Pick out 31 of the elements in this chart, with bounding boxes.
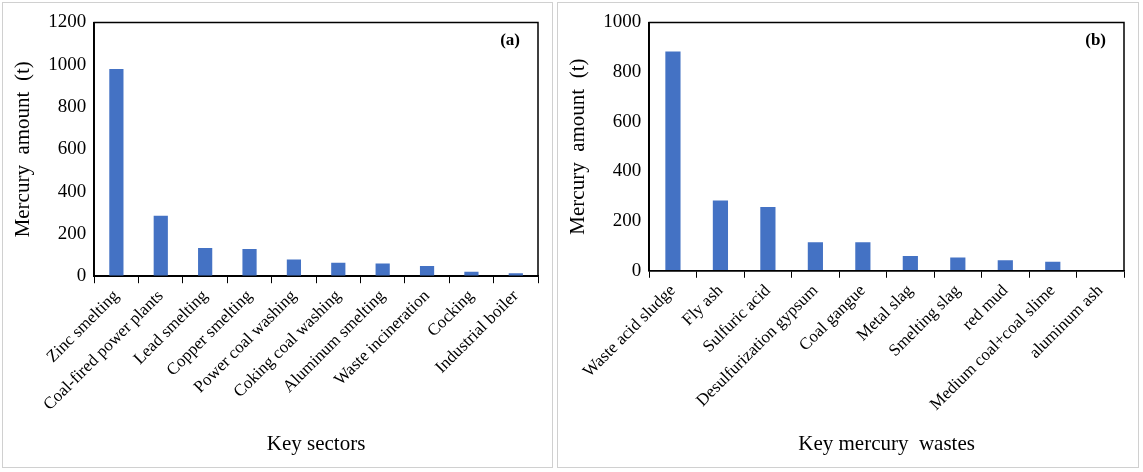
bar [198,248,213,277]
bar [153,215,168,277]
bar [807,242,823,271]
y-axis-title: Mercury amount (t) [565,58,590,235]
y-tick-label: 200 [612,209,642,231]
y-tick-label: 400 [57,179,87,201]
y-tick-label: 600 [612,109,642,131]
x-axis-title: Key sectors [266,430,366,455]
y-tick-label: 1200 [48,10,87,32]
bar [760,206,776,271]
y-tick-label: 1000 [603,10,642,32]
y-tick-label: 0 [76,264,87,286]
bar [242,248,257,277]
bar [712,200,729,271]
bar [950,257,966,271]
bar [997,260,1013,271]
bar [109,68,124,277]
y-tick-label: 0 [631,258,642,280]
annotation: (b) [1085,30,1106,50]
annotation: (a) [500,30,520,50]
bar [855,242,871,271]
x-axis-title: Key mercury wastes [798,430,975,455]
y-tick-label: 1000 [48,52,87,74]
y-tick-label: 600 [57,137,87,159]
y-axis-title: Mercury amount (t) [10,61,35,238]
y-tick-label: 800 [612,60,642,82]
y-tick-label: 200 [57,221,87,243]
bar [665,51,681,271]
y-tick-label: 400 [612,159,642,181]
y-tick-label: 800 [57,94,87,116]
bar [902,256,918,271]
